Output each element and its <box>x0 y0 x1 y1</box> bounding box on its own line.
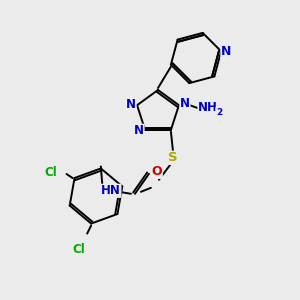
Text: N: N <box>134 124 144 137</box>
Text: Cl: Cl <box>73 243 85 256</box>
Text: NH: NH <box>198 101 218 114</box>
Text: 2: 2 <box>216 108 222 117</box>
Text: Cl: Cl <box>44 166 57 178</box>
Text: N: N <box>126 98 136 111</box>
Text: HN: HN <box>101 184 121 197</box>
Text: N: N <box>180 97 190 110</box>
Text: S: S <box>168 151 178 164</box>
Text: O: O <box>152 165 162 178</box>
Text: N: N <box>221 45 231 58</box>
